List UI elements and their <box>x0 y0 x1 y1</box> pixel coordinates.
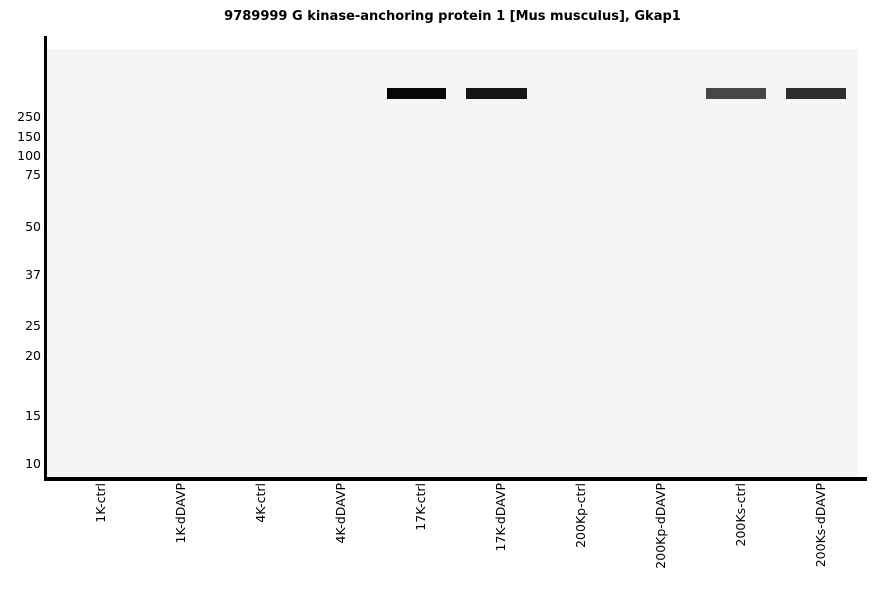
mw-marker-label: 50 <box>25 219 41 234</box>
mw-marker-label: 20 <box>25 348 41 363</box>
lane-label: 200Ks-ctrl <box>733 483 748 547</box>
lane-label: 17K-dDAVP <box>493 483 508 552</box>
mw-marker-label: 25 <box>25 318 41 333</box>
blot-panel <box>47 49 858 477</box>
mw-marker-label: 150 <box>17 129 41 144</box>
mw-marker-label: 10 <box>25 456 41 471</box>
protein-band <box>786 88 846 99</box>
lane-label: 200Kp-ctrl <box>573 483 588 548</box>
chart-title: 9789999 G kinase-anchoring protein 1 [Mu… <box>224 9 681 24</box>
lane-label: 1K-ctrl <box>93 483 108 523</box>
lane-label: 4K-ctrl <box>253 483 268 523</box>
protein-band <box>706 88 766 99</box>
y-axis-line <box>44 36 47 481</box>
protein-band <box>466 88 527 99</box>
mw-marker-label: 15 <box>25 408 41 423</box>
mw-marker-label: 75 <box>25 167 41 182</box>
protein-band <box>387 88 446 99</box>
lane-label: 200Ks-dDAVP <box>813 483 828 568</box>
lane-label: 200Kp-dDAVP <box>653 483 668 569</box>
mw-marker-label: 100 <box>17 148 41 163</box>
lane-label: 17K-ctrl <box>413 483 428 531</box>
mw-marker-label: 250 <box>17 109 41 124</box>
mw-marker-label: 37 <box>25 267 41 282</box>
lane-label: 4K-dDAVP <box>333 483 348 544</box>
lane-label: 1K-dDAVP <box>173 483 188 544</box>
x-axis-line <box>44 477 867 481</box>
